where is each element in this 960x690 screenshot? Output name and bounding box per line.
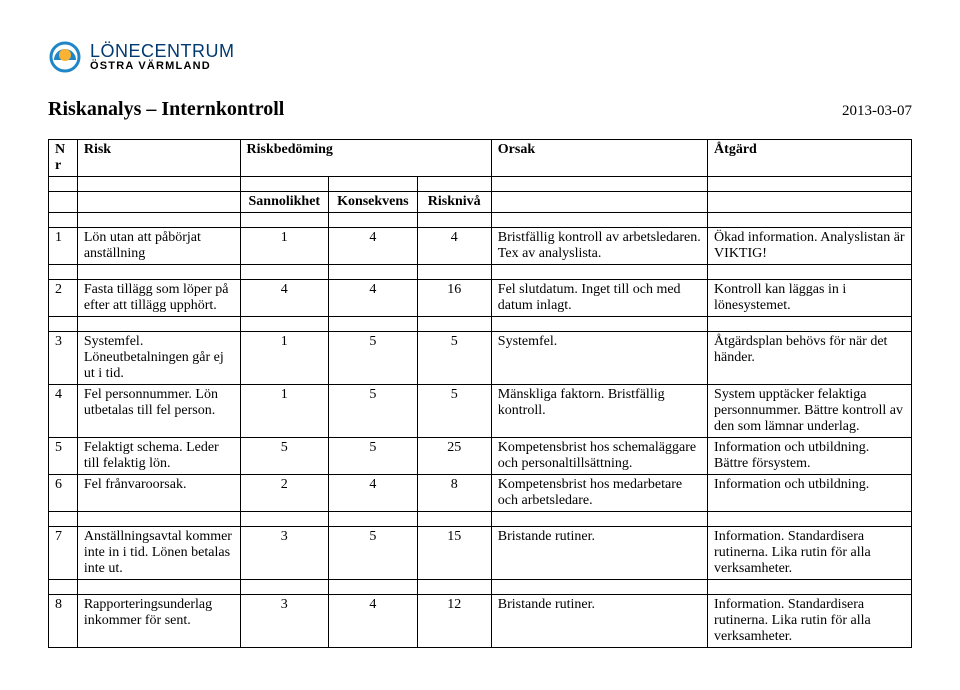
title-row: Riskanalys – Internkontroll 2013-03-07: [48, 98, 912, 121]
cell-risk: Rapporteringsunderlag inkommer för sent.: [77, 595, 240, 648]
table-row: 1 Lön utan att påbörjat anställning 1 4 …: [49, 228, 912, 265]
cell-risk: Felaktigt schema. Leder till felaktig lö…: [77, 438, 240, 475]
cell-atgard: Åtgärdsplan behövs för när det händer.: [708, 332, 912, 385]
cell-orsak: Bristande rutiner.: [491, 595, 707, 648]
header-row-2: Sannolikhet Konsekvens Risknivå: [49, 192, 912, 213]
page-title: Riskanalys – Internkontroll: [48, 98, 284, 121]
cell-r: 5: [417, 385, 491, 438]
logo-icon: [48, 40, 82, 74]
logo: LÖNECENTRUM ÖSTRA VÄRMLAND: [48, 40, 912, 74]
table-row: 3 Systemfel. Löneutbetalningen går ej ut…: [49, 332, 912, 385]
table-row: 7 Anställningsavtal kommer inte in i tid…: [49, 527, 912, 580]
cell-orsak: Mänskliga faktorn. Bristfällig kontroll.: [491, 385, 707, 438]
header-row-1: Nr Risk Riskbedöming Orsak Åtgärd: [49, 140, 912, 177]
cell-k: 4: [329, 280, 418, 317]
cell-atgard: Ökad information. Analyslistan är VIKTIG…: [708, 228, 912, 265]
cell-atgard: Information och utbildning.: [708, 475, 912, 512]
cell-nr: 3: [49, 332, 78, 385]
cell-s: 1: [240, 385, 329, 438]
cell-r: 5: [417, 332, 491, 385]
th-sannolikhet: Sannolikhet: [240, 192, 329, 213]
cell-risk: Fel frånvaroorsak.: [77, 475, 240, 512]
table-row: 5 Felaktigt schema. Leder till felaktig …: [49, 438, 912, 475]
th-atgard: Åtgärd: [708, 140, 912, 177]
th-orsak-2: [491, 192, 707, 213]
table-row: 4 Fel personnummer. Lön utbetalas till f…: [49, 385, 912, 438]
cell-k: 4: [329, 595, 418, 648]
risk-table: Nr Risk Riskbedöming Orsak Åtgärd Sannol…: [48, 139, 912, 648]
cell-r: 4: [417, 228, 491, 265]
cell-risk: Lön utan att påbörjat anställning: [77, 228, 240, 265]
cell-s: 2: [240, 475, 329, 512]
cell-nr: 8: [49, 595, 78, 648]
cell-atgard: Kontroll kan läggas in i lönesystemet.: [708, 280, 912, 317]
cell-nr: 5: [49, 438, 78, 475]
cell-k: 4: [329, 475, 418, 512]
cell-r: 15: [417, 527, 491, 580]
page-date: 2013-03-07: [842, 103, 912, 120]
table-row: 2 Fasta tillägg som löper på efter att t…: [49, 280, 912, 317]
cell-atgard: Information och utbildning. Bättre försy…: [708, 438, 912, 475]
row-gap: [49, 580, 912, 595]
cell-r: 8: [417, 475, 491, 512]
cell-k: 5: [329, 385, 418, 438]
th-atgard-2: [708, 192, 912, 213]
cell-risk: Fasta tillägg som löper på efter att til…: [77, 280, 240, 317]
row-gap: [49, 512, 912, 527]
header-gap: [49, 177, 912, 192]
th-risk: Risk: [77, 140, 240, 177]
cell-k: 5: [329, 527, 418, 580]
cell-orsak: Kompetensbrist hos schemaläggare och per…: [491, 438, 707, 475]
table-row: 8 Rapporteringsunderlag inkommer för sen…: [49, 595, 912, 648]
cell-orsak: Kompetensbrist hos medarbetare och arbet…: [491, 475, 707, 512]
cell-orsak: Systemfel.: [491, 332, 707, 385]
th-nr-2: [49, 192, 78, 213]
th-konsekvens: Konsekvens: [329, 192, 418, 213]
cell-risk: Anställningsavtal kommer inte in i tid. …: [77, 527, 240, 580]
cell-s: 3: [240, 527, 329, 580]
cell-r: 25: [417, 438, 491, 475]
cell-s: 1: [240, 228, 329, 265]
cell-risk: Fel personnummer. Lön utbetalas till fel…: [77, 385, 240, 438]
th-riskniva: Risknivå: [417, 192, 491, 213]
cell-r: 12: [417, 595, 491, 648]
cell-risk: Systemfel. Löneutbetalningen går ej ut i…: [77, 332, 240, 385]
brand-name: LÖNECENTRUM: [90, 42, 235, 61]
th-riskbedoming: Riskbedöming: [240, 140, 491, 177]
cell-orsak: Bristande rutiner.: [491, 527, 707, 580]
cell-k: 4: [329, 228, 418, 265]
row-gap: [49, 265, 912, 280]
cell-k: 5: [329, 332, 418, 385]
cell-orsak: Fel slutdatum. Inget till och med datum …: [491, 280, 707, 317]
header-gap-2: [49, 213, 912, 228]
cell-orsak: Bristfällig kontroll av arbetsledaren. T…: [491, 228, 707, 265]
th-orsak: Orsak: [491, 140, 707, 177]
cell-nr: 4: [49, 385, 78, 438]
cell-s: 4: [240, 280, 329, 317]
cell-k: 5: [329, 438, 418, 475]
row-gap: [49, 317, 912, 332]
th-nr: Nr: [49, 140, 78, 177]
brand-sub: ÖSTRA VÄRMLAND: [90, 61, 235, 73]
cell-atgard: Information. Standardisera rutinerna. Li…: [708, 527, 912, 580]
cell-s: 1: [240, 332, 329, 385]
cell-atgard: System upptäcker felaktiga personnummer.…: [708, 385, 912, 438]
cell-r: 16: [417, 280, 491, 317]
table-row: 6 Fel frånvaroorsak. 2 4 8 Kompetensbris…: [49, 475, 912, 512]
cell-nr: 1: [49, 228, 78, 265]
cell-nr: 7: [49, 527, 78, 580]
th-risk-2: [77, 192, 240, 213]
cell-s: 5: [240, 438, 329, 475]
cell-nr: 2: [49, 280, 78, 317]
cell-nr: 6: [49, 475, 78, 512]
cell-atgard: Information. Standardisera rutinerna. Li…: [708, 595, 912, 648]
cell-s: 3: [240, 595, 329, 648]
